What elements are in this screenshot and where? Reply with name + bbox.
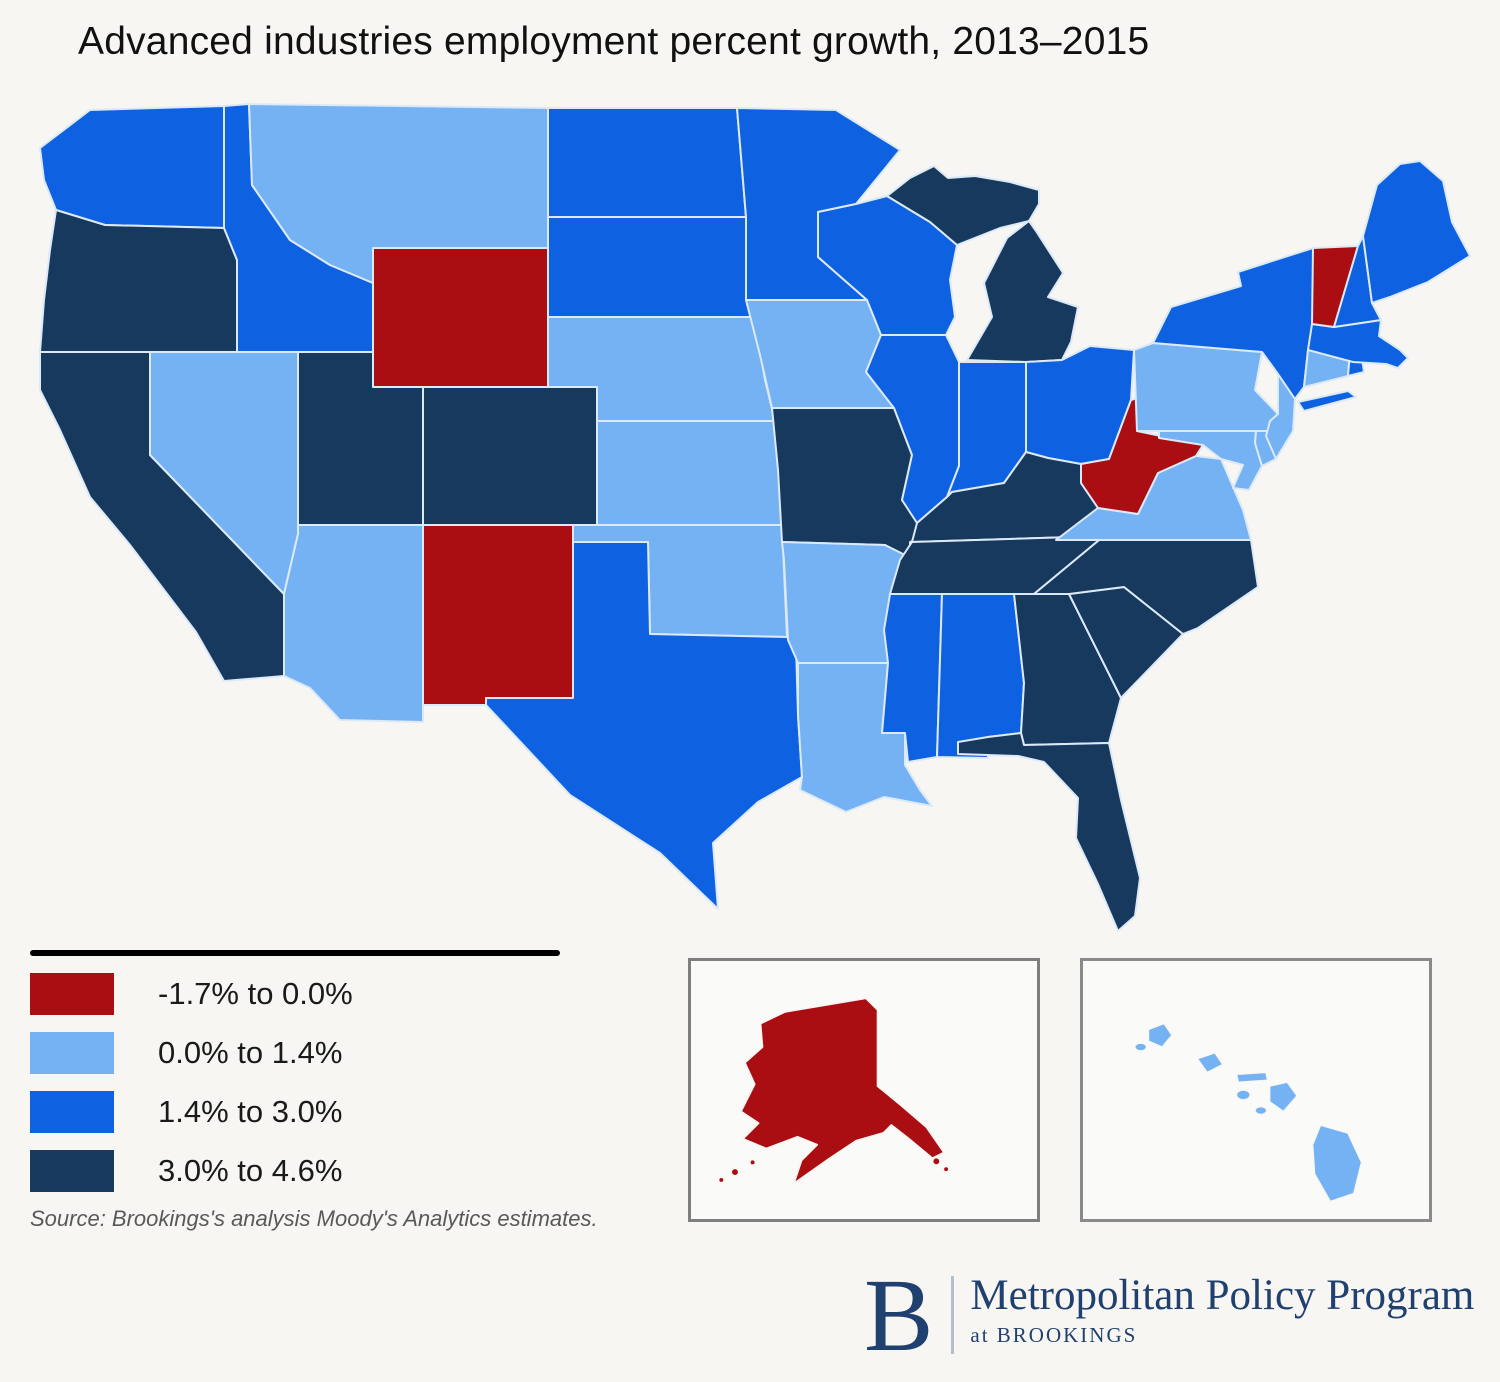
- legend: -1.7% to 0.0% 0.0% to 1.4% 1.4% to 3.0% …: [30, 950, 570, 1192]
- logo-program-name: Metropolitan Policy Program: [970, 1272, 1475, 1319]
- alaska-map: [717, 997, 950, 1185]
- state-nj: New Jersey: 0.0% to 1.4%: [1265, 373, 1296, 460]
- state-ny: New York: 1.4% to 3.0%: [1297, 390, 1357, 412]
- logo-subtitle: at BROOKINGS: [970, 1323, 1138, 1347]
- state-ks: Kansas: 0.0% to 1.4%: [596, 420, 783, 526]
- legend-item-mid: 1.4% to 3.0%: [30, 1091, 570, 1133]
- legend-swatch-lightblue: [30, 1032, 114, 1074]
- hawaii-map: [1134, 1022, 1363, 1203]
- legend-item-low: 0.0% to 1.4%: [30, 1032, 570, 1074]
- legend-swatch-red: [30, 973, 114, 1015]
- hawaii-inset-box: [1080, 958, 1432, 1222]
- state-wy: Wyoming: -1.7% to 0.0%: [372, 247, 549, 388]
- state-nc: North Carolina: 3.0% to 4.6%: [1033, 535, 1259, 635]
- state-fl: Florida: 3.0% to 4.6%: [957, 732, 1141, 932]
- state-hi: [1134, 1022, 1363, 1203]
- state-nd: North Dakota: 1.4% to 3.0%: [547, 107, 747, 218]
- state-co: Colorado: 3.0% to 4.6%: [422, 386, 598, 526]
- source-note: Source: Brookings's analysis Moody's Ana…: [30, 1206, 598, 1231]
- state-ak: [739, 997, 946, 1185]
- legend-label: 1.4% to 3.0%: [158, 1094, 343, 1129]
- brookings-logo: B Metropolitan Policy Program at BROOKIN…: [864, 1258, 1474, 1373]
- brookings-b-logo: B: [864, 1258, 934, 1373]
- state-az: Arizona: 0.0% to 1.4%: [283, 524, 424, 723]
- state-sd: South Dakota: 1.4% to 3.0%: [547, 216, 755, 318]
- state-me: Maine: 1.4% to 3.0%: [1362, 160, 1471, 304]
- state-mi: Michigan: 3.0% to 4.6%: [886, 165, 1040, 246]
- state-tx: Texas: 1.4% to 3.0%: [485, 541, 803, 910]
- legend-label: 3.0% to 4.6%: [158, 1153, 343, 1188]
- legend-item-high: 3.0% to 4.6%: [30, 1150, 570, 1192]
- legend-swatch-navy: [30, 1150, 114, 1192]
- legend-swatch-blue: [30, 1091, 114, 1133]
- state-wa: Washington: 1.4% to 3.0%: [39, 105, 225, 229]
- page-title: Advanced industries employment percent g…: [78, 20, 1150, 63]
- state-nm: New Mexico: -1.7% to 0.0%: [422, 524, 574, 706]
- state-mi: Michigan: 3.0% to 4.6%: [966, 220, 1079, 363]
- state-nh: New Hampshire: 1.4% to 3.0%: [1333, 235, 1382, 328]
- state-wi: Wisconsin: 1.4% to 3.0%: [817, 195, 958, 336]
- alaska-inset-box: [688, 958, 1040, 1222]
- state-ia: Iowa: 0.0% to 1.4%: [745, 299, 895, 409]
- state-or: Oregon: 3.0% to 4.6%: [39, 209, 238, 353]
- legend-rule: [30, 950, 560, 956]
- logo-text: Metropolitan Policy Program at BROOKINGS: [970, 1268, 1474, 1348]
- legend-label: -1.7% to 0.0%: [158, 976, 353, 1011]
- logo-divider: [951, 1276, 955, 1354]
- legend-label: 0.0% to 1.4%: [158, 1035, 343, 1070]
- legend-item-negative: -1.7% to 0.0%: [30, 973, 570, 1015]
- state-pa: Pennsylvania: 0.0% to 1.4%: [1133, 342, 1279, 432]
